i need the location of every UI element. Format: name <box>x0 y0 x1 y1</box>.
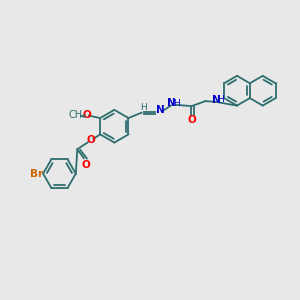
Text: O: O <box>82 110 91 120</box>
Text: N: N <box>156 105 164 115</box>
Text: H: H <box>217 95 224 104</box>
Text: O: O <box>81 160 90 170</box>
Text: O: O <box>87 135 96 145</box>
Text: H: H <box>173 99 180 108</box>
Text: N: N <box>212 94 221 105</box>
Text: H: H <box>141 103 147 112</box>
Text: Br: Br <box>30 169 43 178</box>
Text: CH₃: CH₃ <box>68 110 86 120</box>
Text: N: N <box>167 98 176 109</box>
Text: O: O <box>188 115 196 124</box>
